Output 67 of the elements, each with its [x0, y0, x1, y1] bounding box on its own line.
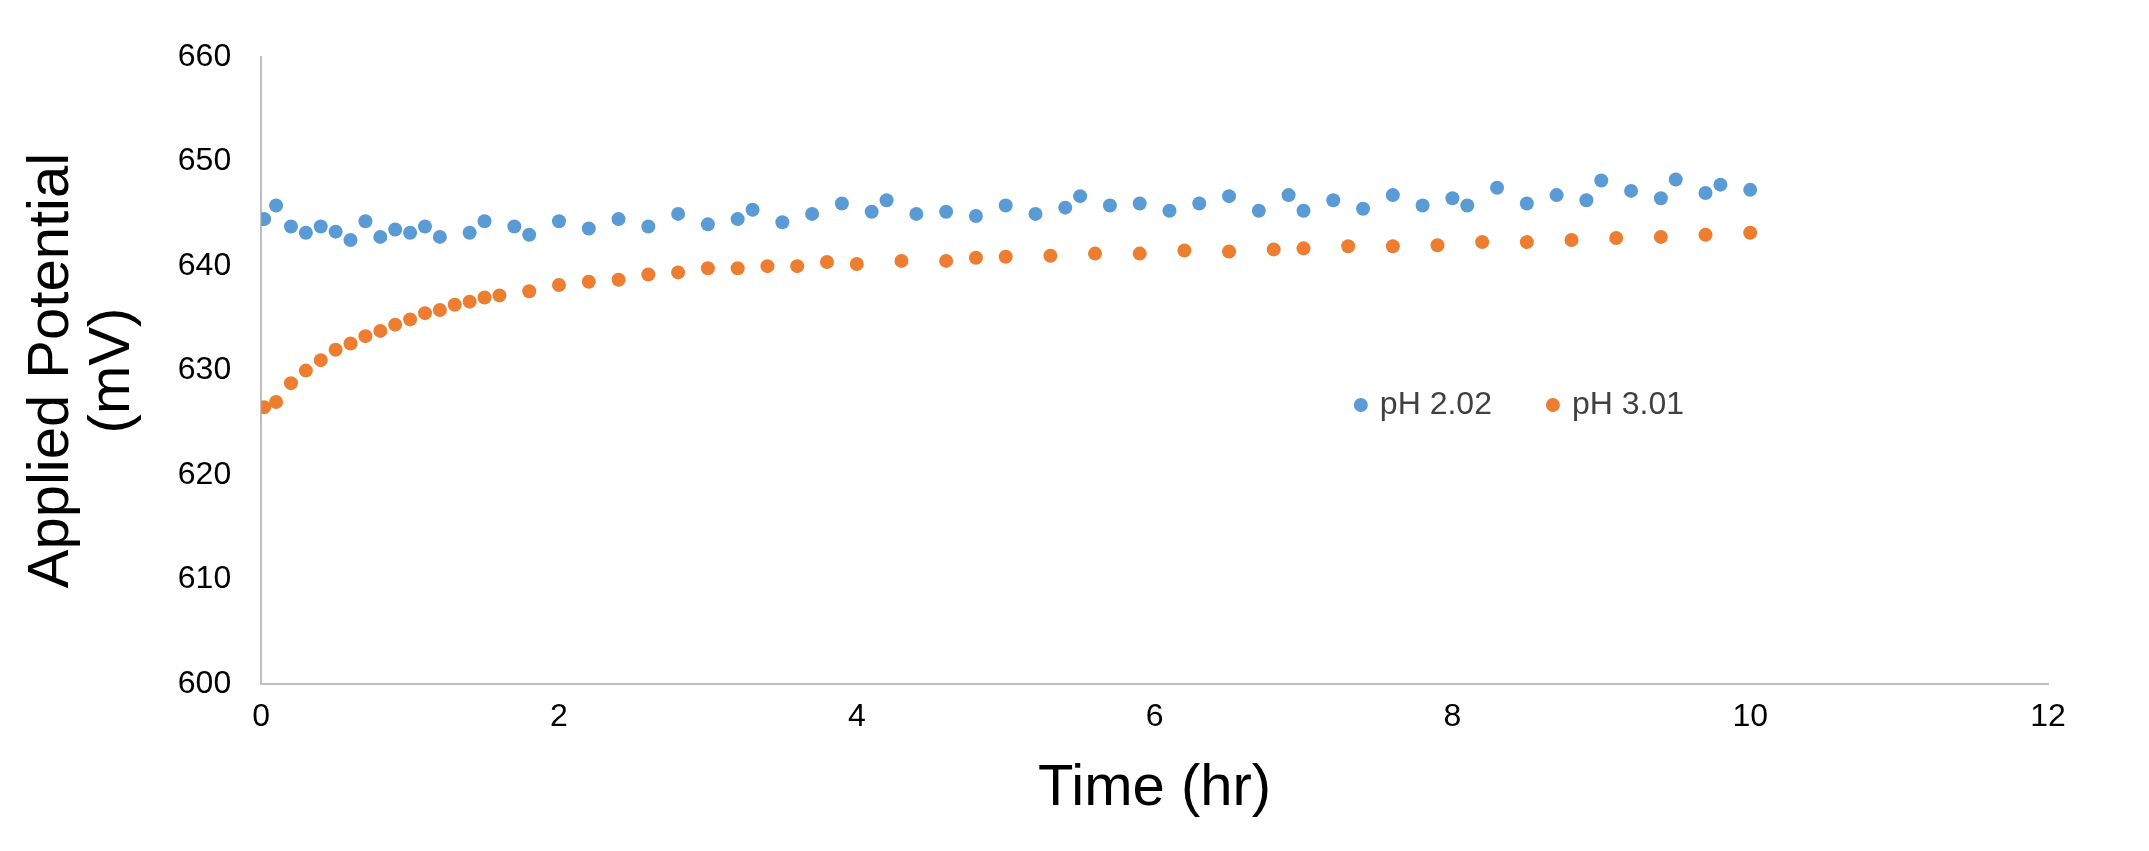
point	[1222, 244, 1237, 259]
point	[1132, 246, 1147, 261]
point	[343, 336, 358, 351]
point	[1609, 230, 1624, 245]
point	[283, 376, 298, 391]
point	[1177, 243, 1192, 258]
x-tick-label: 4	[847, 697, 866, 734]
y-tick-label: 600	[177, 663, 232, 700]
point	[1519, 235, 1534, 250]
point	[403, 312, 418, 327]
point	[820, 254, 835, 269]
point	[611, 272, 626, 287]
point	[1653, 229, 1668, 244]
point	[328, 342, 343, 357]
y-axis-title: Applied Potential (mV)	[15, 152, 142, 589]
point	[998, 249, 1013, 264]
point	[1043, 248, 1058, 263]
point	[373, 323, 388, 338]
point	[1296, 241, 1311, 256]
point	[1564, 233, 1579, 248]
point	[1266, 242, 1281, 257]
point	[1385, 239, 1400, 254]
point	[671, 265, 686, 280]
y-tick-label: 650	[177, 141, 232, 178]
point	[1698, 227, 1713, 242]
legend-label: pH 2.02	[1379, 384, 1492, 421]
point	[462, 294, 477, 309]
y-tick-label: 630	[177, 350, 232, 387]
x-tick-label: 10	[1732, 697, 1768, 734]
y-tick-label: 620	[177, 454, 232, 491]
point	[894, 253, 909, 268]
legend-label: pH 3.01	[1571, 384, 1684, 421]
point	[641, 267, 656, 282]
point	[477, 290, 492, 305]
point	[551, 277, 566, 292]
point	[700, 261, 715, 276]
point	[1475, 235, 1490, 250]
y-tick-label: 660	[177, 37, 232, 74]
point	[313, 353, 328, 368]
point	[968, 250, 983, 265]
point	[730, 261, 745, 276]
point	[790, 259, 805, 274]
point	[298, 363, 313, 378]
point	[522, 284, 537, 299]
point	[388, 317, 403, 332]
point	[1430, 238, 1445, 253]
point	[432, 303, 447, 318]
x-tick-label: 8	[1443, 697, 1462, 734]
y-tick-label: 610	[177, 559, 232, 596]
x-tick-label: 6	[1145, 697, 1164, 734]
point	[269, 394, 284, 409]
point	[417, 306, 432, 321]
point	[581, 274, 596, 289]
x-tick-label: 12	[2030, 697, 2066, 734]
point	[447, 297, 462, 312]
point	[939, 253, 954, 268]
x-tick-label: 0	[252, 697, 271, 734]
point	[1743, 225, 1758, 240]
point	[849, 257, 864, 272]
x-tick-label: 2	[550, 697, 568, 734]
point	[760, 259, 775, 274]
point	[358, 329, 373, 344]
point	[492, 288, 507, 303]
y-tick-label: 640	[177, 245, 232, 282]
x-axis-title: Time (hr)	[1038, 752, 1272, 818]
point	[1088, 246, 1103, 261]
point	[1341, 239, 1356, 254]
